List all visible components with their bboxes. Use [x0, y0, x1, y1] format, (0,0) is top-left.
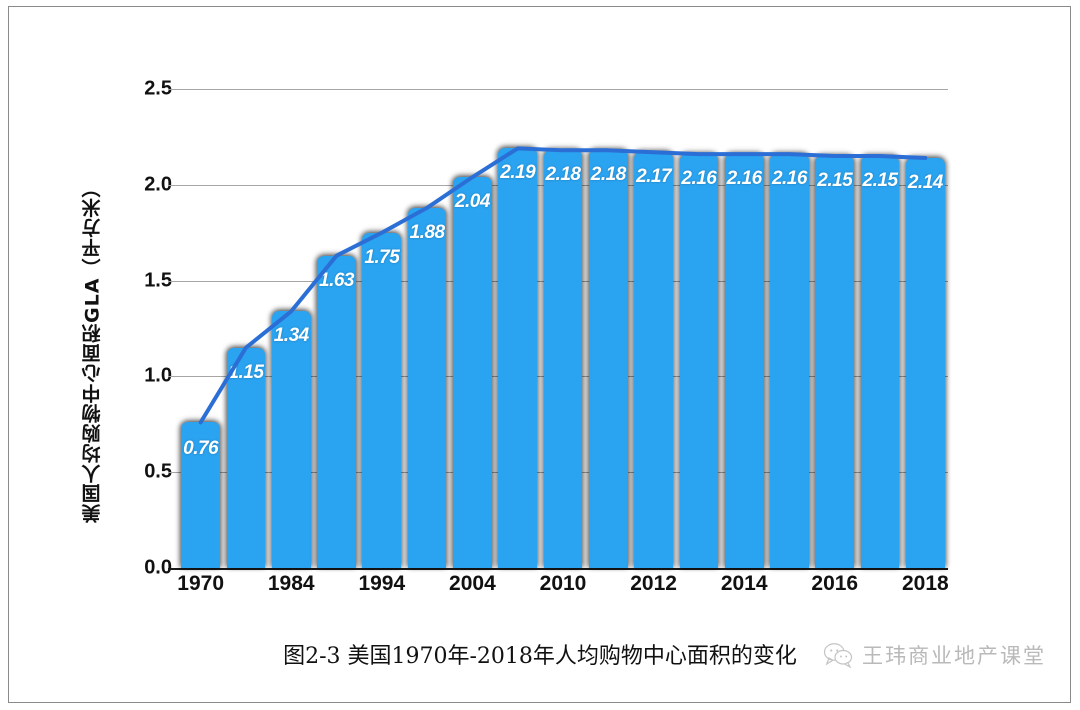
watermark: 王玮商业地产课堂 [823, 640, 1046, 670]
bar-value-label: 2.14 [907, 171, 943, 193]
watermark-label: 王玮商业地产课堂 [862, 644, 1046, 668]
bar-value-label: 2.16 [681, 168, 717, 190]
y-tick-label: 2.0 [144, 173, 172, 196]
bar-series: 0.76 1.15 1.34 1.63 1.75 1.88 2.04 2.19 2.18 2.18… [178, 89, 948, 568]
bar: 2.15 [815, 156, 855, 568]
bar: 0.76 [181, 422, 220, 568]
bar-value-label: 2.15 [817, 170, 853, 192]
y-tick-label: 1.5 [144, 269, 172, 292]
y-axis-tick [168, 184, 178, 186]
x-axis-tick-labels: 1970 1984 1994 2004 2010 2012 2014 2016 2018 [177, 572, 949, 606]
y-tick-label: 0.0 [144, 556, 172, 579]
bar: 1.88 [407, 207, 447, 568]
bar-value-label: 1.15 [228, 361, 264, 383]
bar: 2.04 [453, 177, 492, 568]
bar: 2.15 [860, 156, 900, 568]
bar: 2.16 [679, 154, 719, 568]
x-axis-line [178, 568, 948, 570]
y-tick-label: 0.5 [144, 460, 172, 483]
bar: 2.14 [905, 157, 945, 568]
x-tick-label: 1970 [177, 572, 224, 595]
bar: 2.18 [543, 150, 583, 568]
y-tick-label: 2.5 [144, 77, 172, 100]
bar: 2.19 [498, 148, 538, 568]
figure-caption: 图2-3 美国1970年-2018年人均购物中心面积的变化 [283, 644, 797, 669]
x-tick-label: 1984 [267, 572, 315, 595]
gridline [178, 89, 948, 90]
bar-value-label: 1.63 [319, 269, 355, 291]
bar: 2.17 [634, 152, 673, 568]
bar-value-label: 2.18 [590, 164, 626, 186]
x-tick-label: 2012 [630, 572, 677, 595]
figure-border [8, 6, 1071, 703]
bar-value-label: 1.34 [273, 325, 309, 347]
y-axis-tick [168, 376, 178, 378]
bar: 2.16 [724, 154, 764, 568]
bar: 1.34 [271, 311, 311, 568]
y-axis-tick [168, 280, 178, 282]
bar: 1.15 [226, 347, 266, 568]
y-axis-title: 美国人均购物中心面积GLA（平方米） [81, 177, 104, 523]
x-tick-label: 2016 [811, 572, 859, 595]
x-tick-label: 2004 [449, 572, 496, 595]
x-tick-label: 1994 [358, 572, 406, 595]
bar-value-label: 1.88 [409, 221, 445, 243]
y-axis-tick [168, 89, 178, 90]
bar-value-label: 2.15 [862, 170, 898, 192]
bar-value-label: 2.17 [636, 166, 672, 188]
y-tick-label: 1.0 [144, 364, 172, 387]
bar: 1.63 [317, 255, 356, 568]
bar-value-label: 1.75 [364, 246, 400, 268]
bar: 1.75 [362, 232, 402, 568]
wechat-bubble-icon [823, 643, 853, 668]
bar-value-label: 2.18 [545, 164, 581, 186]
y-axis-tick [168, 472, 178, 474]
x-tick-label: 2010 [539, 572, 587, 595]
bar-value-label: 2.04 [454, 191, 490, 213]
bar: 2.16 [770, 154, 809, 568]
y-axis-tick-labels: 0.0 0.5 1.0 1.5 2.0 2.5 [118, 77, 172, 579]
bar-value-label: 2.16 [771, 168, 807, 190]
bar-value-label: 2.16 [726, 168, 762, 190]
bar-value-label: 2.19 [500, 162, 536, 184]
bar-value-label: 0.76 [183, 438, 219, 460]
plot-area: 0.76 1.15 1.34 1.63 1.75 1.88 2.04 2.19 2.18 2.18… [168, 89, 948, 570]
bar: 2.18 [588, 150, 628, 568]
y-axis-tick [168, 568, 178, 570]
x-tick-label: 2018 [901, 572, 949, 595]
x-tick-label: 2014 [720, 572, 768, 595]
